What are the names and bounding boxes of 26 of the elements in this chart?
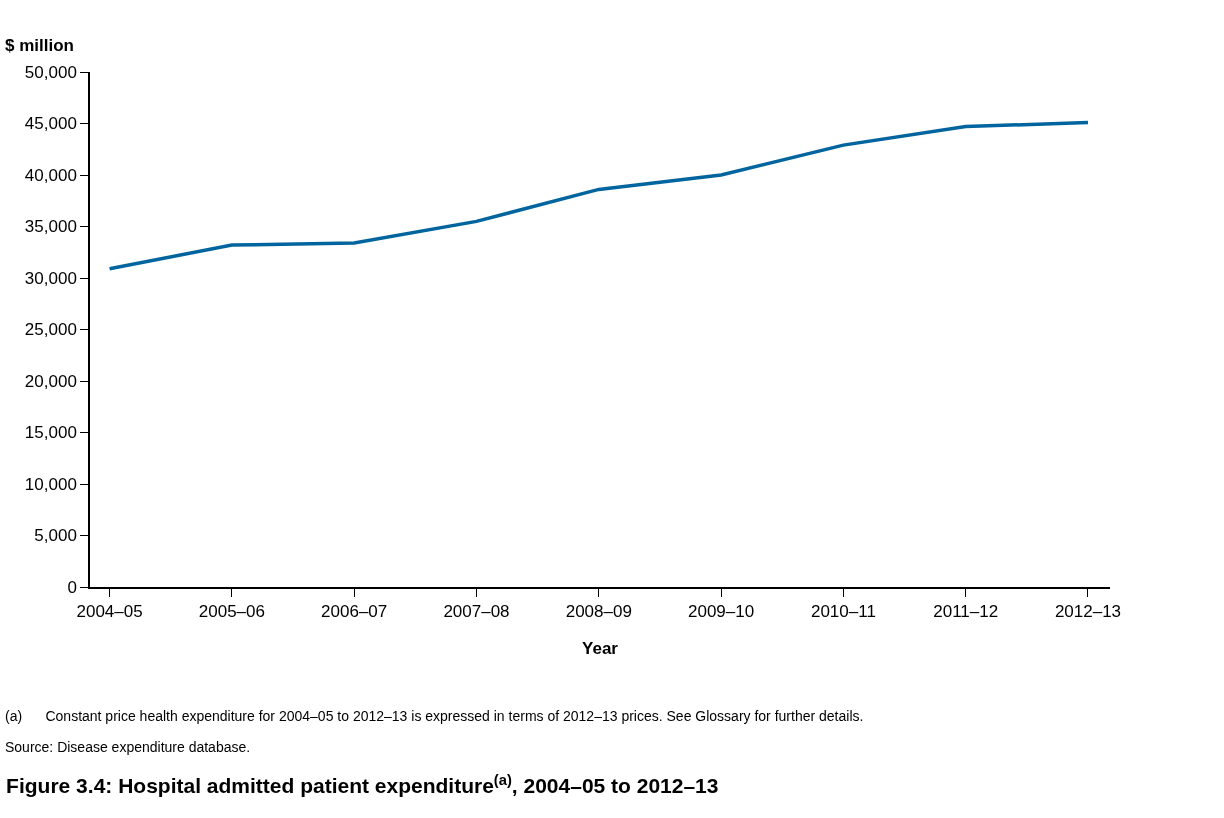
x-tick-label: 2010–11 [810, 602, 876, 622]
y-axis-title: $ million [5, 36, 74, 55]
y-tick-label: 10,000 [24, 474, 77, 494]
y-tick-label: 35,000 [24, 217, 77, 237]
x-tick-label: 2012–13 [1054, 602, 1122, 622]
y-tick-label: 50,000 [24, 62, 77, 82]
y-tick-label: 40,000 [24, 165, 77, 185]
y-tick-label: 5,000 [34, 526, 77, 546]
text: Figure 3.4: Hospital admitted patient expenditure$^{(a)}$, 2004–05 to 2012–13 [6, 771, 719, 798]
y-tick-label: 15,000 [24, 423, 77, 443]
x-tick-label: 2004–05 [76, 602, 143, 622]
x-axis-title: Year [582, 639, 619, 659]
x-tick-label: 2006–07 [321, 602, 388, 622]
y-tick-label: 30,000 [24, 268, 77, 288]
x-tick-label: 2008–09 [565, 602, 632, 622]
y-tick-label: 25,000 [24, 320, 77, 340]
x-tick-label: 2007–08 [443, 602, 510, 622]
y-tick-label: 0 [67, 577, 77, 597]
y-tick-label: 45,000 [24, 114, 77, 134]
line-series [107, 120, 1090, 271]
y-tick-label: 20,000 [24, 371, 77, 391]
source-note: Source: Disease expenditure database. [5, 739, 251, 755]
x-tick-label: 2005–06 [198, 602, 265, 622]
x-tick-label: 2009–10 [687, 602, 755, 622]
x-tick-label: 2011–12 [933, 602, 999, 622]
text: (a) Constant price health expenditure for 2004–05 to 2012–13 is expressed in terms of 2012–13 prices. See Glossary for further details. [5, 708, 864, 724]
